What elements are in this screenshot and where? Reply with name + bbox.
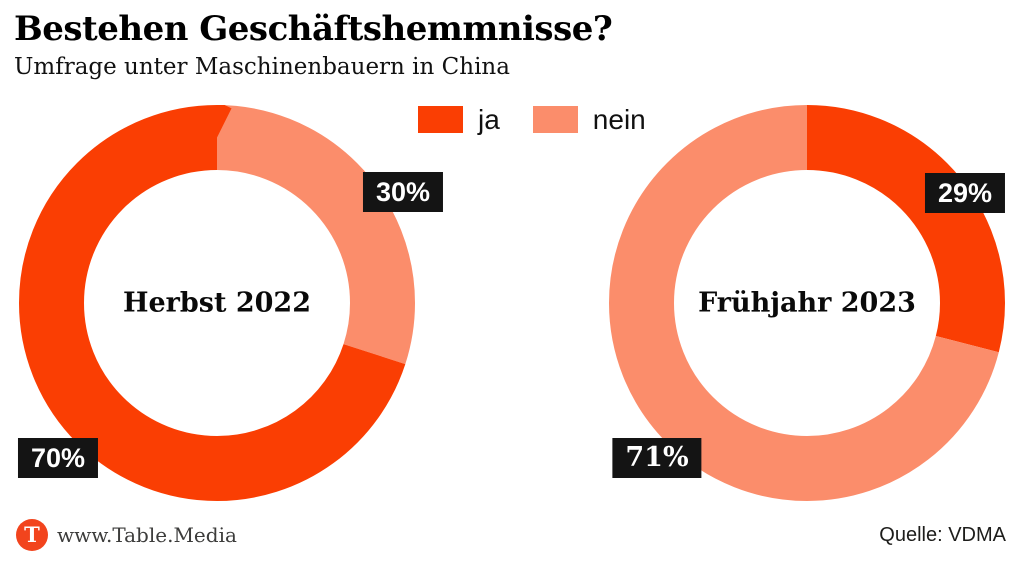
donut-slice-ja (19, 105, 415, 501)
legend-label-nein: nein (592, 104, 646, 135)
donut-ring (19, 105, 415, 501)
legend-label-ja: ja (478, 104, 500, 135)
legend-swatch-nein (532, 106, 578, 133)
value-label-nein: 30% (362, 172, 444, 212)
donut-chart-fruehjahr-2023: Frühjahr 2023 (609, 105, 1005, 501)
donut-slice-nein (609, 105, 1005, 501)
chart-center-label: Frühjahr 2023 (698, 287, 916, 319)
value-label-ja: 70% (17, 438, 99, 478)
value-label-nein: 71% (612, 438, 702, 478)
brand-url: www.Table.Media (57, 523, 237, 547)
source-credit: Quelle: VDMA (879, 524, 1006, 546)
donut-ring (609, 105, 1005, 501)
logo-letter: T (24, 522, 40, 547)
value-label-ja: 29% (924, 173, 1006, 213)
chart-title: Bestehen Geschäftshemmnisse? (14, 9, 613, 49)
table-media-logo-icon: T (16, 519, 48, 551)
brand: T www.Table.Media (16, 519, 237, 551)
donut-chart-herbst-2022: Herbst 2022 (19, 105, 415, 501)
chart-legend: ja nein (418, 104, 646, 135)
legend-swatch-ja (418, 106, 463, 133)
chart-center-label: Herbst 2022 (122, 287, 312, 319)
chart-subtitle: Umfrage unter Maschinenbauern in China (14, 54, 510, 80)
